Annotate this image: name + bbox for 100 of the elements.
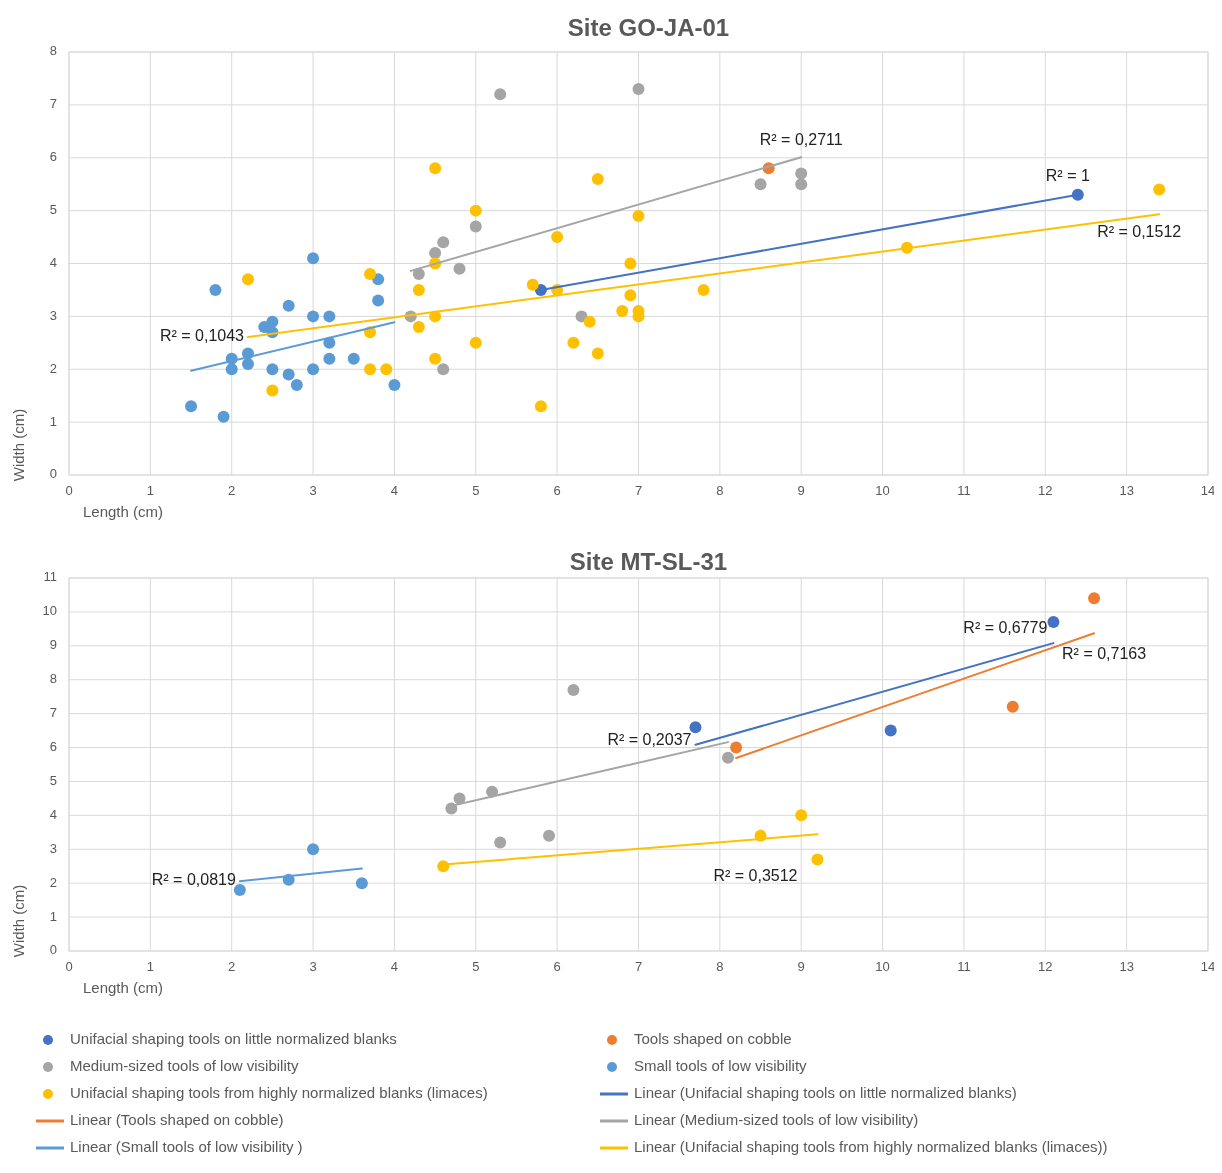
- y-tick-label: 8: [49, 43, 57, 59]
- y-tick-label: 1: [49, 413, 57, 429]
- legend-label: Linear (Unifacial shaping tools on little normalized blanks): [634, 1083, 1017, 1101]
- y-tick-label: 4: [49, 254, 57, 270]
- point: [290, 379, 303, 392]
- y-tick-label: 3: [49, 840, 57, 856]
- y-tick-label: 5: [49, 772, 57, 788]
- x-tick-label: 7: [634, 959, 643, 974]
- y-tick-label: 5: [49, 202, 57, 218]
- point: [437, 363, 450, 376]
- point: [266, 363, 279, 376]
- annotation: R² = 0,3512: [713, 866, 798, 884]
- x-tick-label: 14: [1200, 959, 1216, 974]
- x-axis-title: Length (cm): [83, 979, 164, 996]
- x-tick-label: 4: [390, 959, 399, 974]
- y-tick-label: 7: [49, 96, 57, 112]
- point: [388, 379, 401, 392]
- point: [241, 273, 254, 286]
- y-tick-label: 9: [49, 637, 57, 653]
- annotation: R² = 0,6779: [963, 619, 1048, 637]
- y-axis-title: Width (cm): [10, 408, 27, 482]
- chart-title: Site MT-SL-31: [569, 548, 728, 576]
- point: [217, 410, 230, 423]
- point: [429, 162, 442, 175]
- x-tick-label: 2: [228, 959, 236, 974]
- annotation: R² = 0,1512: [1097, 222, 1182, 240]
- y-axis-title: Width (cm): [10, 884, 27, 958]
- x-tick-label: 12: [1038, 959, 1053, 974]
- x-tick-label: 13: [1119, 959, 1134, 974]
- point: [543, 829, 556, 842]
- y-tick-label: 3: [49, 307, 57, 323]
- y-tick-label: 0: [49, 942, 57, 958]
- point: [209, 283, 222, 296]
- point: [469, 204, 482, 217]
- point: [1047, 616, 1060, 629]
- point: [795, 809, 808, 822]
- x-axis-title: Length (cm): [83, 503, 164, 520]
- point: [591, 347, 604, 360]
- annotation: R² = 1: [1045, 166, 1090, 184]
- point: [616, 305, 629, 318]
- point: [632, 209, 645, 222]
- legend-label: Unifacial shaping tools on little normalized blanks: [70, 1029, 397, 1047]
- x-tick-label: 5: [472, 483, 480, 498]
- point: [795, 178, 808, 191]
- point: [730, 741, 743, 754]
- point: [241, 357, 254, 370]
- point: [429, 352, 442, 365]
- x-tick-label: 10: [875, 959, 890, 974]
- point: [282, 368, 295, 381]
- x-tick-label: 11: [957, 959, 971, 974]
- x-tick-label: 3: [309, 483, 317, 498]
- point: [323, 352, 336, 365]
- annotation: R² = 0,1043: [159, 327, 245, 345]
- point: [307, 310, 320, 323]
- point: [185, 400, 198, 413]
- x-tick-label: 2: [228, 483, 236, 498]
- point: [583, 315, 596, 328]
- x-tick-label: 0: [65, 959, 73, 974]
- x-tick-label: 8: [716, 959, 724, 974]
- point: [364, 268, 377, 281]
- point: [347, 352, 360, 365]
- x-tick-label: 4: [390, 483, 399, 498]
- point: [307, 843, 320, 856]
- x-tick-label: 8: [716, 483, 724, 498]
- point: [697, 283, 710, 296]
- point: [355, 877, 368, 890]
- x-tick-label: 10: [875, 483, 890, 498]
- x-tick-label: 1: [146, 959, 154, 974]
- y-tick-label: 1: [49, 908, 57, 924]
- annotation: R² = 0,2711: [759, 131, 843, 149]
- point: [364, 363, 377, 376]
- chart-title: Site GO-JA-01: [567, 14, 730, 42]
- legend-label: Unifacial shaping tools from highly normalized blanks (limaces): [70, 1083, 488, 1101]
- x-tick-label: 0: [65, 483, 73, 498]
- x-tick-label: 11: [957, 483, 971, 498]
- legend-label: Tools shaped on cobble: [634, 1029, 792, 1047]
- y-tick-label: 10: [42, 603, 57, 619]
- point: [884, 724, 897, 737]
- point: [1088, 592, 1101, 605]
- annotation: R² = 0,7163: [1062, 645, 1147, 663]
- legend-label: Linear (Tools shaped on cobble): [70, 1110, 284, 1128]
- point: [307, 252, 320, 265]
- point: [266, 384, 279, 397]
- y-tick-label: 2: [49, 874, 57, 890]
- point: [453, 262, 466, 275]
- y-tick-label: 0: [49, 466, 57, 482]
- x-tick-label: 9: [797, 959, 805, 974]
- annotation: R² = 0,0819: [151, 871, 236, 889]
- legend-label: Linear (Unifacial shaping tools from highly normalized blanks (limaces)): [634, 1137, 1108, 1155]
- point: [811, 853, 824, 866]
- legend-label: Linear (Small tools of low visibility ): [70, 1137, 303, 1155]
- x-tick-label: 5: [472, 959, 480, 974]
- point: [795, 167, 808, 180]
- point: [689, 721, 702, 734]
- point: [624, 257, 637, 270]
- point: [372, 294, 385, 307]
- point: [429, 246, 442, 259]
- y-tick-label: 6: [49, 738, 57, 754]
- point: [567, 683, 580, 696]
- point: [526, 278, 539, 291]
